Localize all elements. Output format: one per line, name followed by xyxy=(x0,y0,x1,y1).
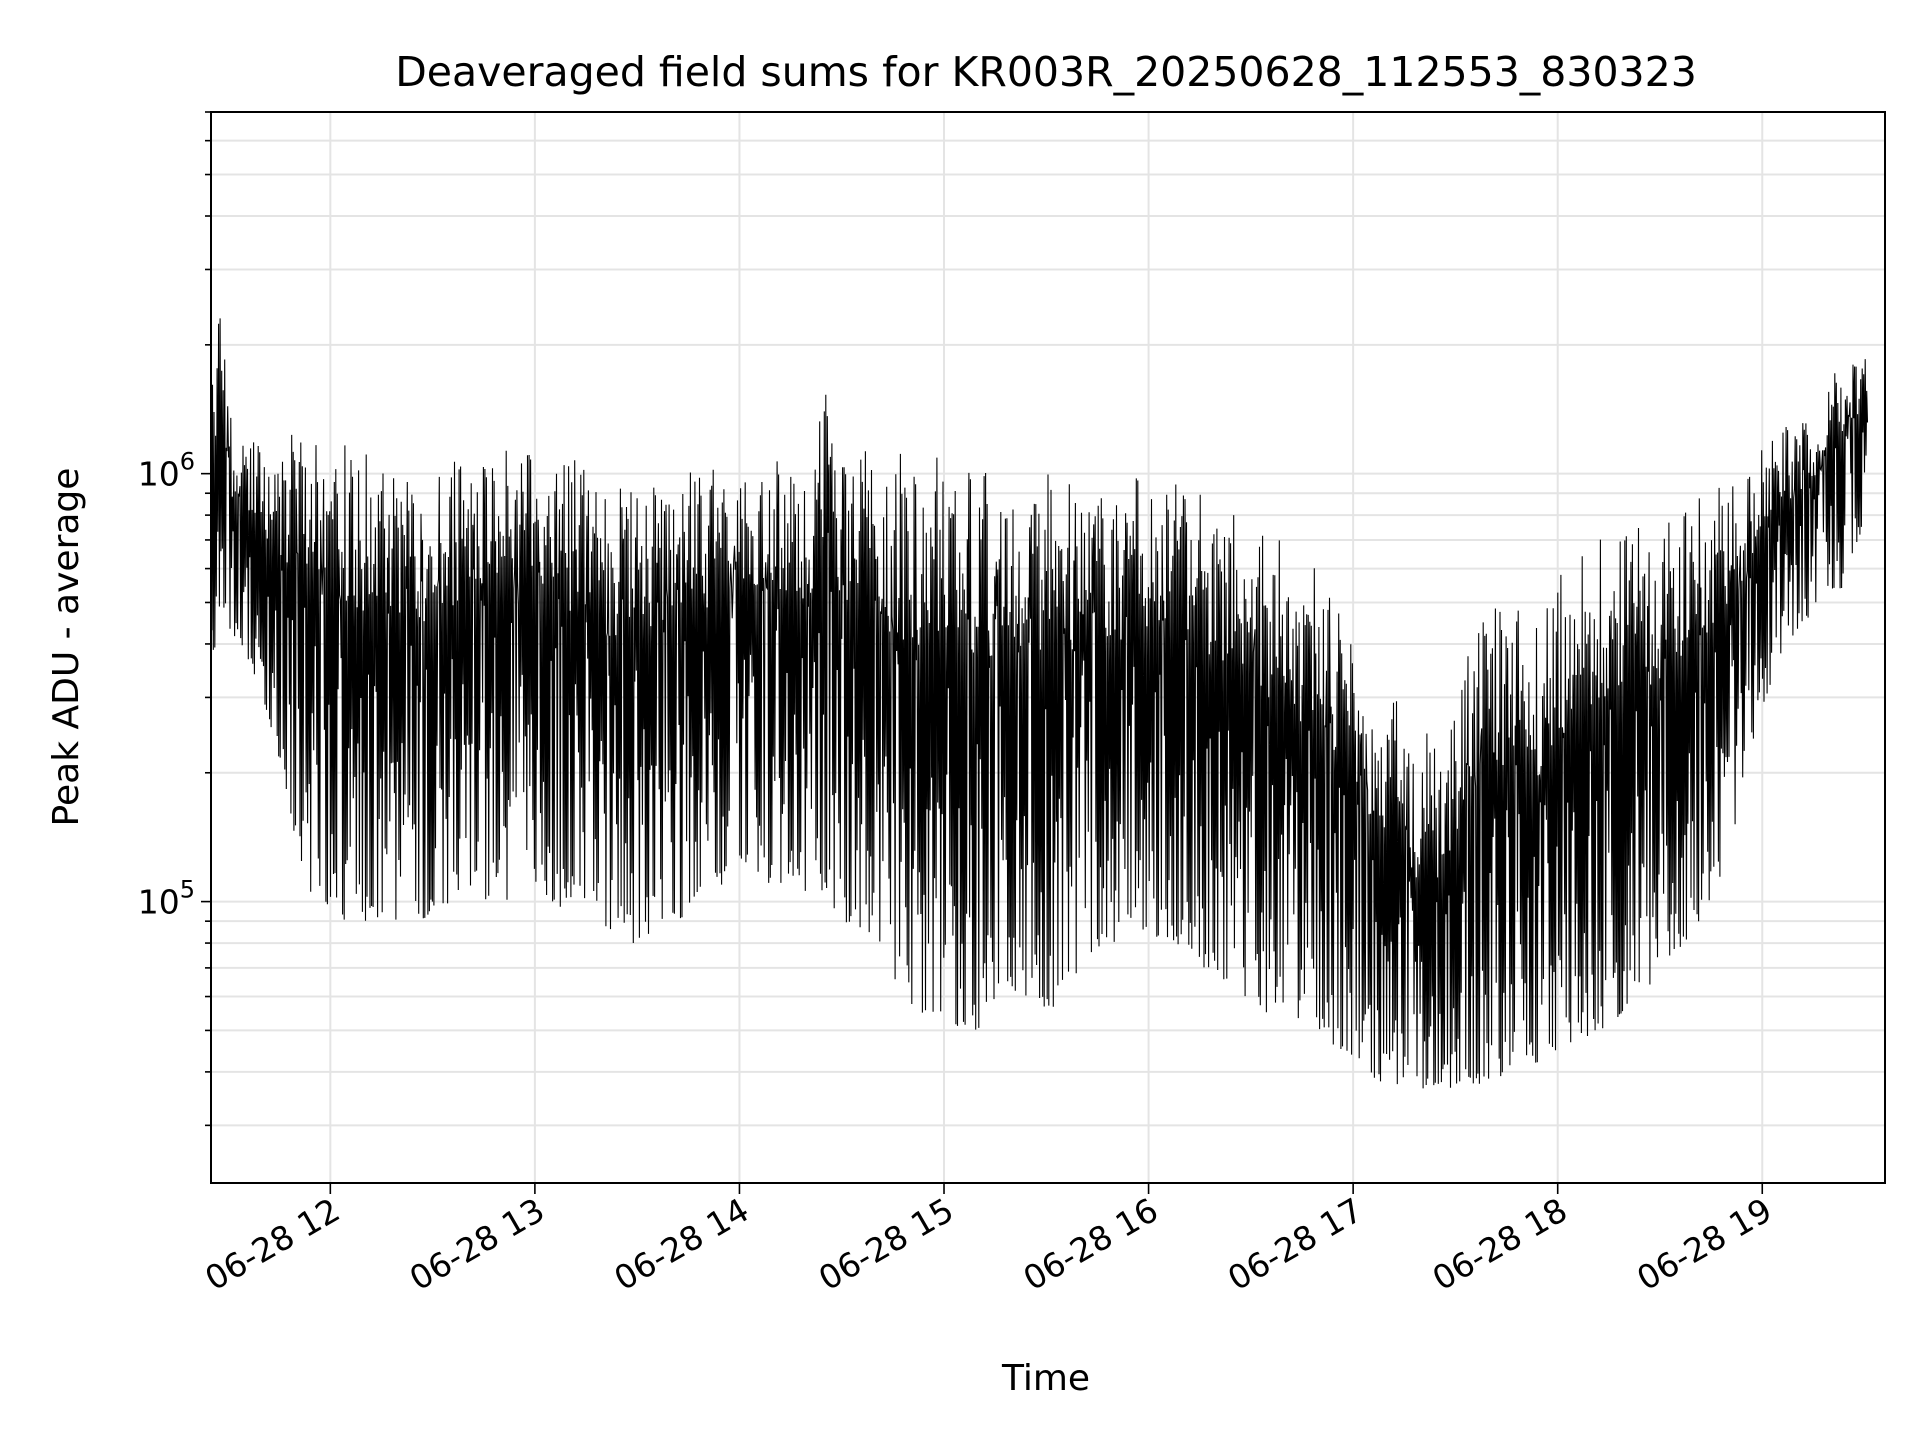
y-axis-label: Peak ADU - average xyxy=(46,468,87,827)
x-axis-label: Time xyxy=(1001,1358,1090,1399)
plot-frame xyxy=(210,111,1886,1184)
chart-title: Deaveraged field sums for KR003R_2025062… xyxy=(395,48,1697,96)
y-tick-label: 106 xyxy=(138,448,195,494)
y-tick-exponent: 5 xyxy=(180,876,195,904)
y-tick-label: 105 xyxy=(138,876,195,922)
y-tick-exponent: 6 xyxy=(180,448,195,476)
series-line xyxy=(210,318,1869,1089)
y-tick-base: 10 xyxy=(138,883,180,922)
y-tick-base: 10 xyxy=(138,455,180,494)
